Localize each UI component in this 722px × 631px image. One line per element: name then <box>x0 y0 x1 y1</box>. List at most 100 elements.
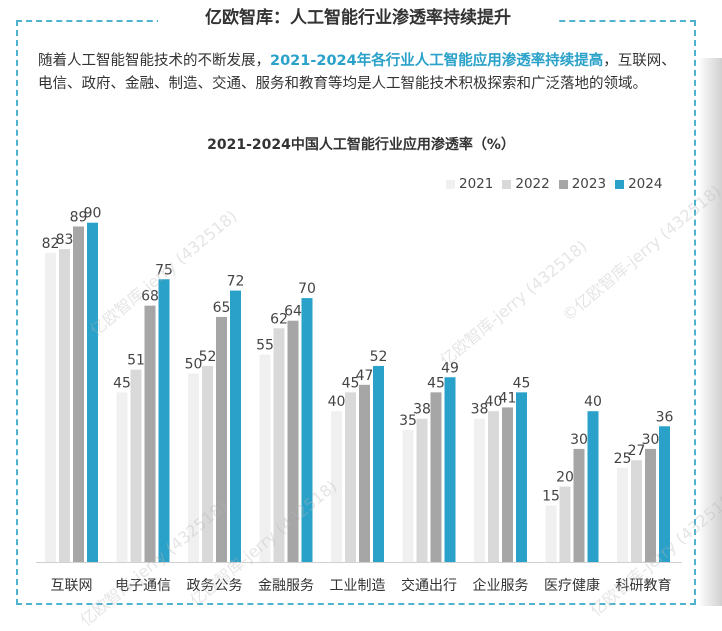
category-label-5: 交通出行 <box>401 577 457 594</box>
chart-legend: 2021 2022 2023 2024 <box>446 176 671 192</box>
data-label-2023-4: 47 <box>356 368 374 384</box>
category-label-2: 政务公务 <box>187 578 243 594</box>
data-label-2024-7: 40 <box>584 394 602 410</box>
chart-title: 2021-2024中国人工智能行业应用渗透率（%） <box>207 137 515 153</box>
bar-2022-6 <box>488 411 499 562</box>
data-label-2023-1: 68 <box>141 289 159 305</box>
data-label-2024-1: 75 <box>155 262 173 278</box>
data-label-2024-8: 36 <box>656 409 674 425</box>
page-title: 亿欧智库：人工智能行业渗透率持续提升 <box>158 5 558 31</box>
bar-2022-3 <box>273 328 285 562</box>
bar-2021-5 <box>402 430 414 562</box>
bar-2022-7 <box>559 486 571 562</box>
legend-item-2021: 2021 <box>446 176 493 192</box>
data-label-2022-8: 27 <box>628 443 646 459</box>
bar-2024-4 <box>373 365 384 562</box>
data-label-2021-4: 40 <box>328 394 346 410</box>
category-label-1: 电子通信 <box>115 578 171 594</box>
bar-2024-2 <box>230 290 241 562</box>
intro-paragraph: 随着人工智能智能技术的不断发展，2021-2024年各行业人工智能应用渗透率持续… <box>38 50 678 96</box>
data-label-2021-6: 38 <box>471 402 489 418</box>
bar-2024-0 <box>87 222 98 562</box>
bar-2024-7 <box>587 411 599 562</box>
category-label-7: 医疗健康 <box>544 577 600 594</box>
legend-swatch-2022 <box>502 179 512 189</box>
data-label-2022-0: 83 <box>56 232 74 248</box>
data-label-2023-2: 65 <box>213 300 231 316</box>
legend-item-2023: 2023 <box>558 176 607 192</box>
intro-highlight: 2021-2024年各行业人工智能应用渗透率持续提高 <box>270 53 604 69</box>
data-label-2023-5: 45 <box>427 375 445 391</box>
bar-2023-2 <box>216 316 227 562</box>
legend-swatch-2021 <box>446 179 455 189</box>
data-label-2021-0: 82 <box>42 236 60 252</box>
data-label-2023-7: 30 <box>570 432 588 448</box>
data-label-2022-4: 45 <box>342 375 360 391</box>
category-label-8: 科研教育 <box>616 578 672 594</box>
data-label-2021-7: 15 <box>542 488 560 504</box>
bar-2021-6 <box>474 418 485 562</box>
bar-2023-0 <box>73 226 84 562</box>
data-label-2022-2: 52 <box>199 349 217 365</box>
category-label-3: 金融服务 <box>258 578 314 594</box>
bar-2022-4 <box>345 392 356 562</box>
legend-label-2022: 2022 <box>515 176 550 192</box>
legend-swatch-2023 <box>558 179 568 189</box>
legend-label-2023: 2023 <box>571 176 607 192</box>
category-label-6: 企业服务 <box>473 577 529 594</box>
right-edge-shadow <box>698 58 722 606</box>
bar-2022-2 <box>202 365 213 562</box>
legend-swatch-2024 <box>615 179 625 189</box>
category-label-0: 互联网 <box>51 578 93 594</box>
legend-label-2021: 2021 <box>459 176 494 192</box>
bar-2022-0 <box>59 249 70 562</box>
data-label-2022-1: 51 <box>127 353 145 369</box>
bar-2023-8 <box>645 448 656 562</box>
bar-2022-5 <box>416 418 428 562</box>
bar-2023-7 <box>573 448 585 562</box>
data-label-2021-8: 25 <box>614 451 632 467</box>
bar-2022-1 <box>130 369 142 562</box>
bar-2024-3 <box>301 298 313 562</box>
category-label-4: 工业制造 <box>330 578 386 594</box>
legend-item-2024: 2024 <box>615 176 662 192</box>
bar-2023-4 <box>359 384 370 562</box>
data-label-2023-6: 41 <box>499 390 517 406</box>
bar-2024-8 <box>659 426 670 562</box>
data-label-2021-2: 50 <box>185 357 203 373</box>
data-label-2021-3: 55 <box>256 338 274 354</box>
data-label-2023-3: 64 <box>284 304 302 320</box>
data-label-2024-2: 72 <box>227 274 245 290</box>
bar-2024-1 <box>158 279 170 562</box>
bar-2023-5 <box>430 392 442 562</box>
data-label-2024-0: 90 <box>84 206 102 222</box>
bar-2023-1 <box>144 305 156 562</box>
bar-2021-8 <box>617 467 628 562</box>
intro-text-before: 随着人工智能智能技术的不断发展， <box>38 53 270 69</box>
bar-2021-1 <box>116 392 128 562</box>
data-label-2022-5: 38 <box>413 402 431 418</box>
bar-2024-5 <box>444 377 456 562</box>
legend-item-2022: 2022 <box>502 176 550 192</box>
bar-2023-3 <box>287 320 299 562</box>
bar-2022-8 <box>631 460 642 562</box>
bar-chart: 82838990互联网45516875电子通信50526572政务公务55626… <box>36 206 682 594</box>
data-label-2021-5: 35 <box>399 413 417 429</box>
data-label-2022-3: 62 <box>270 311 288 327</box>
bar-2024-6 <box>516 392 527 562</box>
bar-2023-6 <box>502 407 513 562</box>
bar-2021-3 <box>259 354 271 562</box>
data-label-2024-6: 45 <box>513 375 531 391</box>
legend-label-2024: 2024 <box>628 176 663 192</box>
data-label-2024-3: 70 <box>298 281 316 297</box>
data-label-2023-8: 30 <box>642 432 660 448</box>
data-label-2023-0: 89 <box>70 209 88 225</box>
data-label-2021-1: 45 <box>113 375 131 391</box>
intro-text-after: ，互联网、电信、政府、金融、制造、交通、服务和教育等均是人工智能技术积极探索和广… <box>38 53 676 92</box>
bar-2021-0 <box>45 252 56 563</box>
data-label-2024-5: 49 <box>441 360 459 376</box>
data-label-2022-6: 40 <box>485 394 503 410</box>
data-label-2022-7: 20 <box>556 470 574 486</box>
bar-2021-2 <box>188 373 199 562</box>
data-label-2024-4: 52 <box>370 349 388 365</box>
